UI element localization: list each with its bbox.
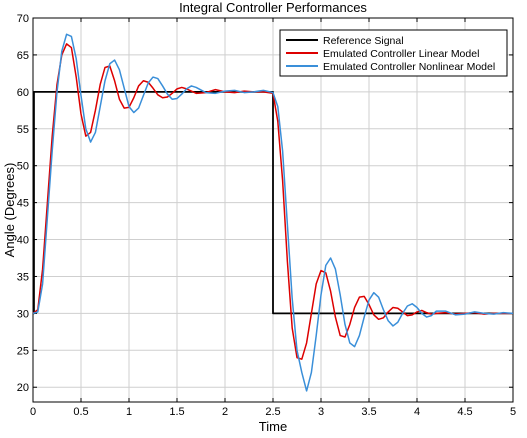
y-tick-label: 55 <box>17 124 29 136</box>
chart-title: Integral Controller Performances <box>179 0 367 15</box>
x-axis-ticks: 0 0.5 1 1.5 2 2.5 3 3.5 4 4.5 5 <box>30 18 516 418</box>
y-axis-label: Angle (Degrees) <box>2 163 17 258</box>
x-tick-label: 2 <box>222 406 228 418</box>
series-layer <box>32 33 514 392</box>
y-tick-label: 30 <box>17 308 29 320</box>
x-tick-label: 3 <box>318 406 324 418</box>
x-tick-label: 2.5 <box>265 406 280 418</box>
x-tick-label: 4.5 <box>457 406 472 418</box>
y-tick-label: 50 <box>17 161 29 173</box>
y-tick-label: 65 <box>17 50 29 62</box>
y-tick-label: 35 <box>17 271 29 283</box>
x-axis-label: Time <box>259 419 287 434</box>
x-tick-label: 1 <box>126 406 132 418</box>
y-tick-label: 45 <box>17 198 29 210</box>
y-tick-label: 20 <box>17 382 29 394</box>
linear-model-line <box>32 43 513 360</box>
y-tick-label: 70 <box>17 13 29 25</box>
y-axis-ticks: 20 25 30 35 40 45 50 55 60 65 70 <box>17 13 513 394</box>
nonlinear-model-line <box>32 33 514 392</box>
x-tick-label: 4 <box>414 406 420 418</box>
x-tick-label: 1.5 <box>169 406 184 418</box>
y-tick-label: 40 <box>17 235 29 247</box>
x-tick-label: 0.5 <box>73 406 88 418</box>
x-tick-label: 0 <box>30 406 36 418</box>
legend-item-nonlinear-model-label: Emulated Controller Nonlinear Model <box>323 61 495 73</box>
y-tick-label: 25 <box>17 345 29 357</box>
y-tick-label: 60 <box>17 87 29 99</box>
x-tick-label: 3.5 <box>361 406 376 418</box>
x-tick-label: 5 <box>510 406 516 418</box>
legend-item-linear-model-label: Emulated Controller Linear Model <box>323 48 479 60</box>
legend-item-reference-signal-label: Reference Signal <box>323 35 404 47</box>
